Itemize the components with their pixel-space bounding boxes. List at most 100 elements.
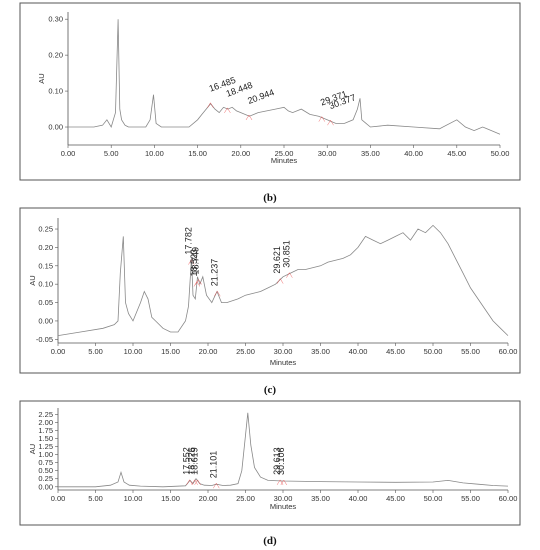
panel-c-integration-mark [276,278,284,284]
panel-b-integration-mark [318,116,326,122]
panel-c-x-tick-label: 10.00 [124,347,143,356]
panel-c-x-tick-label: 30.00 [274,347,293,356]
panel-c-x-tick-label: 40.00 [349,347,368,356]
panel-d-x-tick-label: 50.00 [424,494,443,503]
panel-d-y-tick-label: 0.00 [38,482,53,491]
panel-b-x-tick-label: 15.00 [188,149,207,158]
panel-d-y-tick-label: 0.50 [38,466,53,475]
panel-c-x-tick-label: 25.00 [236,347,255,356]
panel-c-x-tick-label: 55.00 [461,347,480,356]
panel-d-x-tick-label: 45.00 [386,494,405,503]
panel-d-y-tick-label: 1.25 [38,442,53,451]
panel-d-peak-label: 29.613 [272,447,282,475]
panel-d-x-tick-label: 35.00 [311,494,330,503]
panel-c-frame [19,207,521,374]
panel-d-x-tick-label: 20.00 [199,494,218,503]
panel-c-caption: (c) [264,384,277,396]
panel-c-integration-mark [188,259,195,265]
panel-d-x-tick-label: 55.00 [461,494,480,503]
panel-d-y-tick-label: 0.75 [38,458,53,467]
panel-d-y-axis-title: AU [28,444,37,454]
panel-c-integration-mark [286,272,293,278]
panel-d-x-tick-label: 5.00 [88,494,103,503]
panel-d-integration-mark [213,482,220,489]
panel-d-peak-label: 21.101 [208,451,218,479]
panel-d-x-tick-label: 0.00 [51,494,66,503]
panel-d-peak-label: 17.552 [182,447,192,475]
panel-c-integration-mark [193,281,201,287]
panel-d-y-tick-label: 0.25 [38,474,53,483]
panel-c-peak-label: 21.237 [209,259,219,287]
panel-c-integration-mark [195,279,202,285]
panel-c-x-tick-label: 15.00 [161,347,180,356]
panel-c-x-tick-label: 35.00 [311,347,330,356]
panel-d-y-tick-label: 1.75 [38,426,53,435]
panel-c-x-tick-label: 20.00 [199,347,218,356]
panel-b-caption: (b) [263,192,277,204]
panel-c-x-tick-label: 0.00 [51,347,66,356]
panel-c-y-tick-label: 0.00 [38,316,53,325]
panel-c-peak-label: 30.851 [281,240,291,268]
panel-c-x-tick-label: 5.00 [88,347,103,356]
panel-d-x-tick-label: 30.00 [274,494,293,503]
chromatogram-panel-b: 0.00 5.00 10.00 15.00 20.00 25.00 30.00 35.00 40… [19,2,521,204]
panel-b-y-axis-title: AU [37,73,46,83]
panel-d-x-tick-label: 40.00 [349,494,368,503]
panel-b-x-axis-title: Minutes [271,156,298,165]
panel-b-frame [19,2,521,181]
panel-d-y-tick-label: 1.50 [38,434,53,443]
panel-c-peak-label: 17.782 [183,227,193,255]
panel-d-y-tick-label: 2.00 [38,418,53,427]
panel-d-peak-label: 18.619 [190,447,200,475]
panel-d-caption: (d) [263,535,277,547]
panel-d-y-tick-label: 2.25 [38,410,53,419]
panel-b-x-tick-label: 0.00 [61,149,76,158]
panel-b-y-tick-label: 0.10 [48,87,63,96]
panel-b-integration-mark [224,107,231,114]
panel-b-x-tick-label: 30.00 [318,149,337,158]
panel-d-x-tick-label: 25.00 [236,494,255,503]
panel-b-chromatogram-trace [68,19,501,135]
panel-c-y-tick-label: -0.05 [36,335,53,344]
panel-d-integration-mark [191,479,198,485]
panel-c-y-tick-label: 0.20 [38,243,53,252]
chromatogram-panel-d: 0.00 5.00 10.00 15.00 20.00 25.00 30.00 35.00 40… [19,400,521,547]
panel-b-x-tick-label: 45.00 [447,149,466,158]
panel-b-y-tick-label: 0.00 [48,123,63,132]
panel-d-x-tick-label: 15.00 [161,494,180,503]
panel-c-peak-label: 18.749 [191,247,201,275]
panel-b-integration-mark [245,114,253,121]
panel-d-plot: 0.00 5.00 10.00 15.00 20.00 25.00 30.00 35.00 40… [28,408,517,511]
panel-b-x-tick-label: 5.00 [104,149,119,158]
panel-b-x-tick-label: 20.00 [231,149,250,158]
panel-b-x-tick-label: 50.00 [491,149,510,158]
panel-d-peak-label: 30.106 [276,447,286,475]
panel-d-chromatogram-trace [58,412,509,488]
panel-b-x-tick-label: 40.00 [404,149,423,158]
panel-d-integration-mark [194,479,201,486]
panel-c-x-tick-label: 60.00 [499,347,518,356]
panel-b-x-tick-label: 10.00 [145,149,164,158]
panel-c-x-axis-title: Minutes [270,358,297,367]
panel-c-plot: 0.00 5.00 10.00 15.00 20.00 25.00 30.00 35.00 40… [28,218,517,367]
chromatogram-panel-c: 0.00 5.00 10.00 15.00 20.00 25.00 30.00 35.00 40… [19,207,521,396]
panel-c-peak-label: 29.621 [272,246,282,274]
panel-c-y-axis-title: AU [28,275,37,285]
panel-c-peak-label: 18.523 [189,249,199,277]
panel-c-chromatogram-trace [57,224,509,336]
panel-d-x-axis-title: Minutes [270,502,297,511]
panel-c-y-tick-label: 0.25 [38,225,53,234]
panel-b-integration-mark [327,119,334,126]
panel-d-peak-label: 18.226 [187,447,197,475]
panel-b-x-tick-label: 25.00 [275,149,294,158]
panel-c-integration-mark [214,290,221,297]
panel-d-frame [19,400,521,526]
panel-d-integration-mark [186,479,193,485]
panel-b-y-tick-label: 0.20 [48,51,63,60]
panel-b-y-tick-label: 0.30 [48,15,63,24]
panel-d-x-tick-label: 60.00 [499,494,518,503]
panel-b-plot: 0.00 5.00 10.00 15.00 20.00 25.00 30.00 35.00 40… [37,12,509,165]
panel-c-y-tick-label: 0.10 [38,280,53,289]
panel-d-x-tick-label: 10.00 [124,494,143,503]
